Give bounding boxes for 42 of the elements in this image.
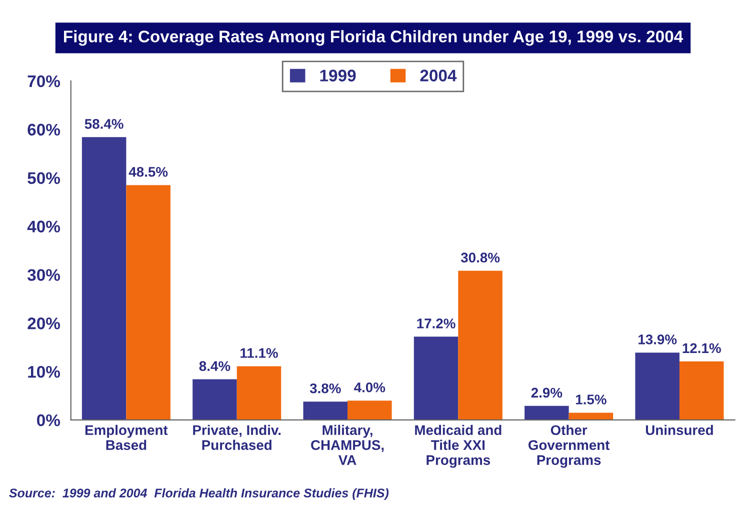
data-label: 2.9% bbox=[531, 388, 562, 398]
legend-label: 2004 bbox=[420, 70, 457, 82]
bar bbox=[524, 406, 569, 420]
bar bbox=[236, 366, 282, 420]
data-label: 30.8% bbox=[460, 252, 500, 263]
y-tick-label: 0% bbox=[37, 414, 60, 426]
x-tick-label: Private, Indiv. Purchased bbox=[193, 424, 281, 450]
data-label: 58.4% bbox=[84, 119, 124, 129]
bar bbox=[414, 336, 458, 420]
bar bbox=[82, 137, 126, 420]
y-tick-label: 10% bbox=[28, 366, 60, 378]
data-label: 1.5% bbox=[576, 394, 606, 404]
x-tick-label: Employment Based bbox=[85, 424, 168, 450]
data-label: 12.1% bbox=[682, 343, 721, 354]
y-tick-label: 60% bbox=[28, 124, 60, 136]
y-tick-label: 20% bbox=[28, 318, 60, 330]
y-tick-label: 70% bbox=[28, 75, 60, 88]
data-label: 11.1% bbox=[240, 348, 278, 358]
x-tick-label: Uninsured bbox=[646, 424, 713, 436]
data-label: 4.0% bbox=[354, 382, 386, 392]
chart-title: Figure 4: Coverage Rates Among Florida Children under Age 19, 1999 vs. 2004 bbox=[64, 30, 684, 46]
x-tick-label: Other Government Programs bbox=[528, 424, 610, 468]
legend-label: 1999 bbox=[320, 70, 356, 82]
bar bbox=[192, 379, 237, 420]
x-tick-label: Medicaid and Title XXI Programs bbox=[415, 424, 502, 468]
x-tick-label: Military, CHAMPUS, VA bbox=[311, 424, 384, 465]
bar bbox=[348, 400, 392, 420]
y-tick-label: 50% bbox=[28, 172, 60, 184]
data-label: 13.9% bbox=[638, 334, 677, 344]
bar bbox=[458, 270, 502, 420]
data-label: 8.4% bbox=[199, 361, 230, 371]
y-tick-label: 30% bbox=[27, 269, 60, 281]
data-label: 48.5% bbox=[128, 166, 168, 177]
bar bbox=[303, 402, 348, 420]
bar bbox=[568, 412, 614, 420]
y-tick-label: 40% bbox=[27, 220, 60, 232]
bar bbox=[126, 185, 170, 420]
data-label: 17.2% bbox=[417, 318, 456, 328]
bar bbox=[679, 361, 724, 420]
data-label: 3.8% bbox=[310, 383, 341, 394]
bar bbox=[635, 352, 680, 420]
source-note: Source: 1999 and 2004 Florida Health Insurance Studies (FHIS) bbox=[9, 488, 389, 500]
